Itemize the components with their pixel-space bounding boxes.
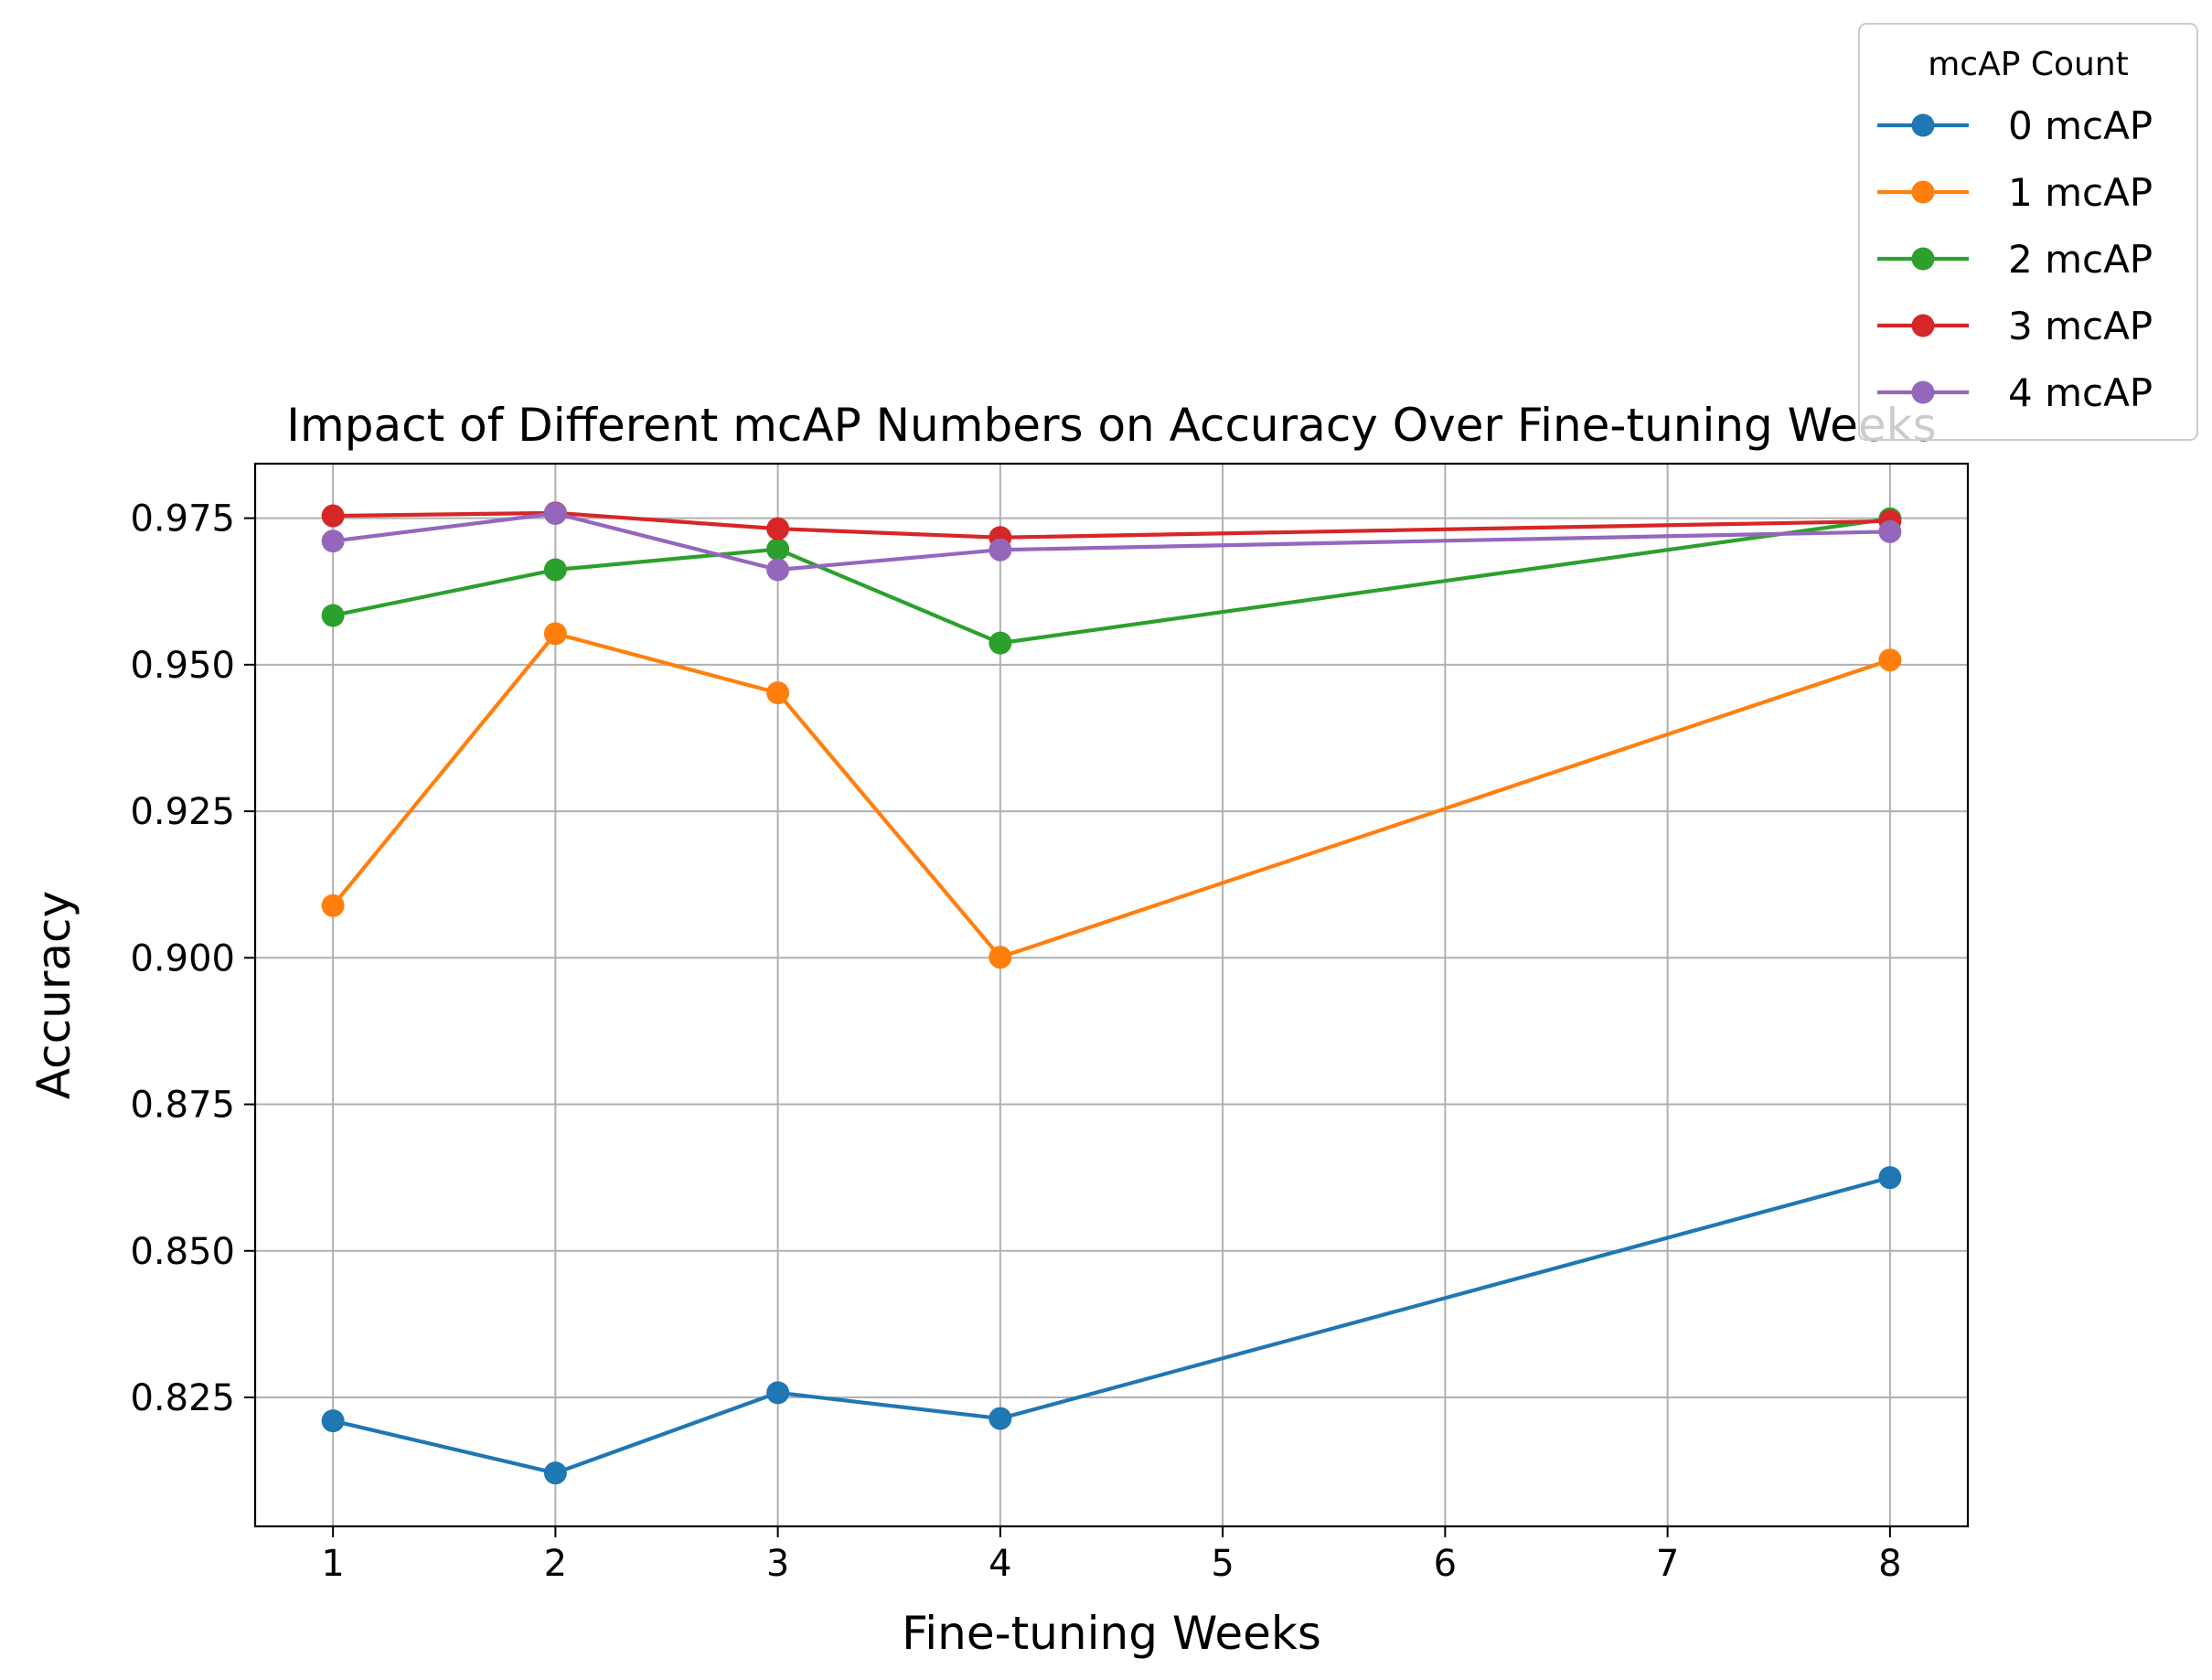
data-point [543,501,567,525]
y-tick-label: 0.900 [130,937,235,979]
y-tick-label: 0.825 [130,1377,235,1419]
data-point [543,558,567,582]
x-tick-label: 7 [1656,1543,1679,1585]
data-point [321,894,345,917]
x-tick-label: 6 [1434,1543,1457,1585]
data-point [543,1461,567,1485]
y-axis-label: Accuracy [27,891,80,1099]
series-2 [321,507,1902,655]
data-point [988,538,1012,562]
legend-title: mcAP Count [1928,46,2129,83]
plot-area-frame [253,462,1970,1528]
x-tick-label: 2 [544,1543,567,1585]
data-point [766,558,790,582]
legend: mcAP Count 0 mcAP 1 mcAP 2 mcAP 3 mcAP 4 mcA… [1858,23,2198,441]
legend-label: 4 mcAP [2008,370,2153,415]
series-4 [321,501,1902,582]
legend-entry: 3 mcAP [1877,304,2153,348]
legend-entries: 0 mcAP 1 mcAP 2 mcAP 3 mcAP 4 mcAP [1877,103,2153,415]
data-point [1878,519,1902,543]
y-tick-label: 0.975 [130,498,235,540]
legend-label: 1 mcAP [2008,170,2153,215]
series-0 [321,1166,1902,1485]
data-point [766,1381,790,1405]
legend-entry: 0 mcAP [1877,103,2153,148]
data-point [321,1409,345,1433]
x-tick-label: 5 [1211,1543,1234,1585]
x-tick-label: 4 [988,1543,1011,1585]
y-tick-label: 0.950 [130,645,235,687]
legend-label: 3 mcAP [2008,304,2153,348]
legend-marker [1911,247,1935,271]
series-lines [321,501,1902,1485]
legend-marker [1911,314,1935,337]
series-1 [321,622,1902,969]
x-tick-label: 3 [766,1543,789,1585]
grid [255,464,1968,1526]
x-tick-label: 1 [321,1543,344,1585]
data-point [766,517,790,540]
legend-entry: 1 mcAP [1877,170,2153,215]
data-point [766,538,790,562]
y-tick-label: 0.850 [130,1231,235,1273]
legend-label: 0 mcAP [2008,103,2153,148]
legend-marker [1911,180,1935,204]
y-tick-label: 0.925 [130,791,235,833]
legend-entry: 4 mcAP [1877,370,2153,415]
legend-marker [1911,380,1935,404]
data-point [988,631,1012,655]
x-tick-label: 8 [1878,1543,1901,1585]
data-point [1878,648,1902,672]
y-tick-label: 0.875 [130,1085,235,1127]
x-axis-label: Fine-tuning Weeks [902,1607,1321,1660]
data-point [543,622,567,646]
legend-box [1858,23,2198,441]
legend-label: 2 mcAP [2008,237,2153,282]
data-point [1878,1166,1902,1190]
data-point [988,946,1012,969]
legend-marker [1911,113,1935,137]
chart-title: Impact of Different mcAP Numbers on Accu… [286,399,1936,452]
data-point [766,681,790,705]
axis-ticks: 1 2 3 4 5 6 7 8 0.825 0.850 0.875 0.900 0.925 0.950 0.… [130,498,1901,1585]
data-point [321,504,345,528]
legend-entry: 2 mcAP [1877,237,2153,282]
data-point [321,604,345,627]
data-point [988,1407,1012,1430]
data-point [321,530,345,553]
